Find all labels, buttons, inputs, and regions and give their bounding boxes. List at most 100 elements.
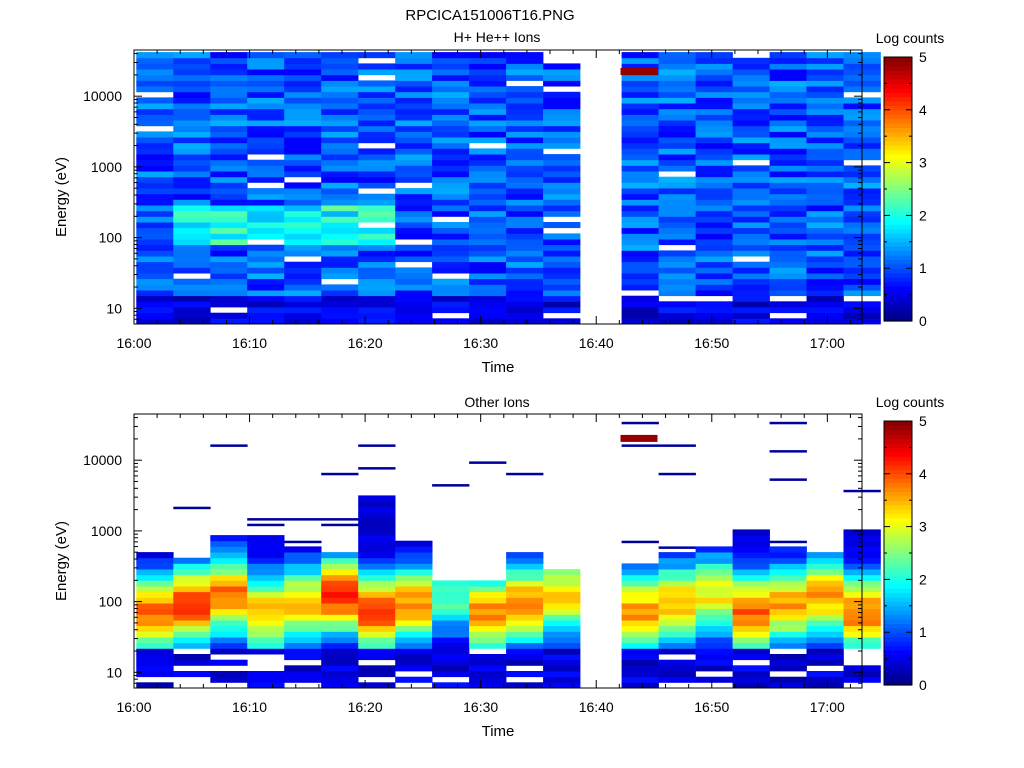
- heatmap-cell: [621, 182, 659, 189]
- colorbar-step: [884, 219, 912, 225]
- heatmap-cell: [284, 120, 322, 127]
- heatmap-cell: [358, 512, 396, 519]
- heatmap-cell: [210, 574, 248, 581]
- heatmap-cell: [321, 580, 359, 587]
- heatmap-cell: [321, 188, 359, 195]
- heatmap-cell: [284, 222, 322, 229]
- heatmap-cell: [210, 210, 248, 217]
- heatmap-cell: [136, 137, 174, 144]
- heatmap-cell: [432, 97, 470, 104]
- heatmap-cell: [506, 210, 544, 217]
- heatmap-cell: [621, 216, 659, 223]
- x-tick-label: 16:00: [116, 699, 151, 715]
- heatmap-cell: [695, 586, 733, 593]
- heatmap-cell: [358, 290, 396, 297]
- heatmap-cell: [173, 131, 211, 138]
- heatmap-cell: [506, 86, 544, 93]
- heatmap-cell: [210, 69, 248, 76]
- heatmap-cell: [732, 312, 770, 319]
- heatmap-cell: [695, 569, 733, 576]
- heatmap-cell: [469, 86, 507, 93]
- heatmap-cell: [469, 63, 507, 70]
- heatmap-cell: [732, 103, 770, 110]
- heatmap-cell: [695, 74, 733, 81]
- heatmap-cell: [469, 586, 507, 593]
- heatmap-cell: [621, 205, 659, 212]
- colorbar-tick-label: 3: [919, 519, 927, 535]
- heatmap-cell: [732, 154, 770, 161]
- heatmap-cell: [543, 301, 581, 308]
- colorbar-tick-label: 5: [919, 413, 927, 429]
- heatmap-cell: [395, 267, 433, 274]
- heatmap-cell: [769, 261, 807, 268]
- colorbar-step: [884, 619, 912, 624]
- heatmap-cell: [432, 86, 470, 93]
- colorbar-step: [884, 233, 912, 238]
- heatmap-cell: [395, 642, 433, 649]
- heatmap-cell: [284, 676, 322, 683]
- colorbar-step: [884, 531, 912, 536]
- heatmap-cell: [543, 256, 581, 263]
- heatmap-cell: [732, 205, 770, 212]
- heatmap-cell: [658, 256, 696, 263]
- colorbar-step: [884, 482, 912, 488]
- colorbar-step: [884, 290, 912, 296]
- heatmap-cell: [247, 546, 285, 553]
- heatmap-cell: [358, 63, 396, 70]
- heatmap-cell: [136, 142, 174, 149]
- heatmap-cell: [658, 659, 696, 666]
- heatmap-cell: [321, 261, 359, 268]
- heatmap-cell: [506, 563, 544, 570]
- heatmap-cell: [695, 312, 733, 319]
- heatmap-cell: [732, 91, 770, 98]
- heatmap-cell: [247, 597, 285, 604]
- heatmap-cell: [358, 467, 396, 470]
- heatmap-cell: [284, 591, 322, 598]
- heatmap-cell: [506, 580, 544, 587]
- heatmap-cell: [732, 148, 770, 155]
- heatmap-cell: [358, 267, 396, 274]
- heatmap-cell: [136, 642, 174, 649]
- heatmap-cell: [769, 659, 807, 666]
- heatmap-cell: [543, 586, 581, 593]
- heatmap-cell: [806, 142, 844, 149]
- heatmap-cell: [506, 131, 544, 138]
- heatmap-cell: [247, 210, 285, 217]
- heatmap-cell: [695, 614, 733, 621]
- heatmap-cell: [136, 222, 174, 229]
- heatmap-cell: [769, 608, 807, 615]
- colorbar-step: [884, 158, 912, 164]
- heatmap-cell: [469, 239, 507, 246]
- heatmap-cell: [210, 671, 248, 678]
- heatmap-cell: [284, 131, 322, 138]
- colorbar-label: Log counts: [876, 394, 945, 410]
- heatmap-cell: [658, 74, 696, 81]
- heatmap-cell: [284, 114, 322, 121]
- heatmap-cell: [621, 614, 659, 621]
- colorbar-step: [884, 592, 912, 598]
- heatmap-cell: [806, 69, 844, 76]
- heatmap-cell: [321, 148, 359, 155]
- heatmap-cell: [732, 648, 770, 655]
- heatmap-cell: [658, 222, 696, 229]
- heatmap-cell: [173, 563, 211, 570]
- heatmap-cell: [247, 148, 285, 155]
- heatmap-cell: [358, 210, 396, 217]
- heatmap-cell: [321, 142, 359, 149]
- heatmap-cell: [732, 552, 770, 559]
- heatmap-cell: [136, 631, 174, 638]
- heatmap-cell: [732, 307, 770, 314]
- heatmap-cell: [210, 569, 248, 576]
- heatmap-cell: [395, 614, 433, 621]
- heatmap-cell: [769, 665, 807, 672]
- heatmap-cell: [358, 165, 396, 172]
- heatmap-cell: [695, 216, 733, 223]
- heatmap-cell: [358, 205, 396, 212]
- heatmap-cell: [732, 620, 770, 627]
- heatmap-cell: [469, 154, 507, 161]
- heatmap-cell: [173, 159, 211, 166]
- heatmap-cell: [543, 108, 581, 115]
- heatmap-cell: [247, 312, 285, 319]
- heatmap-cell: [173, 103, 211, 110]
- heatmap-cell: [247, 648, 285, 655]
